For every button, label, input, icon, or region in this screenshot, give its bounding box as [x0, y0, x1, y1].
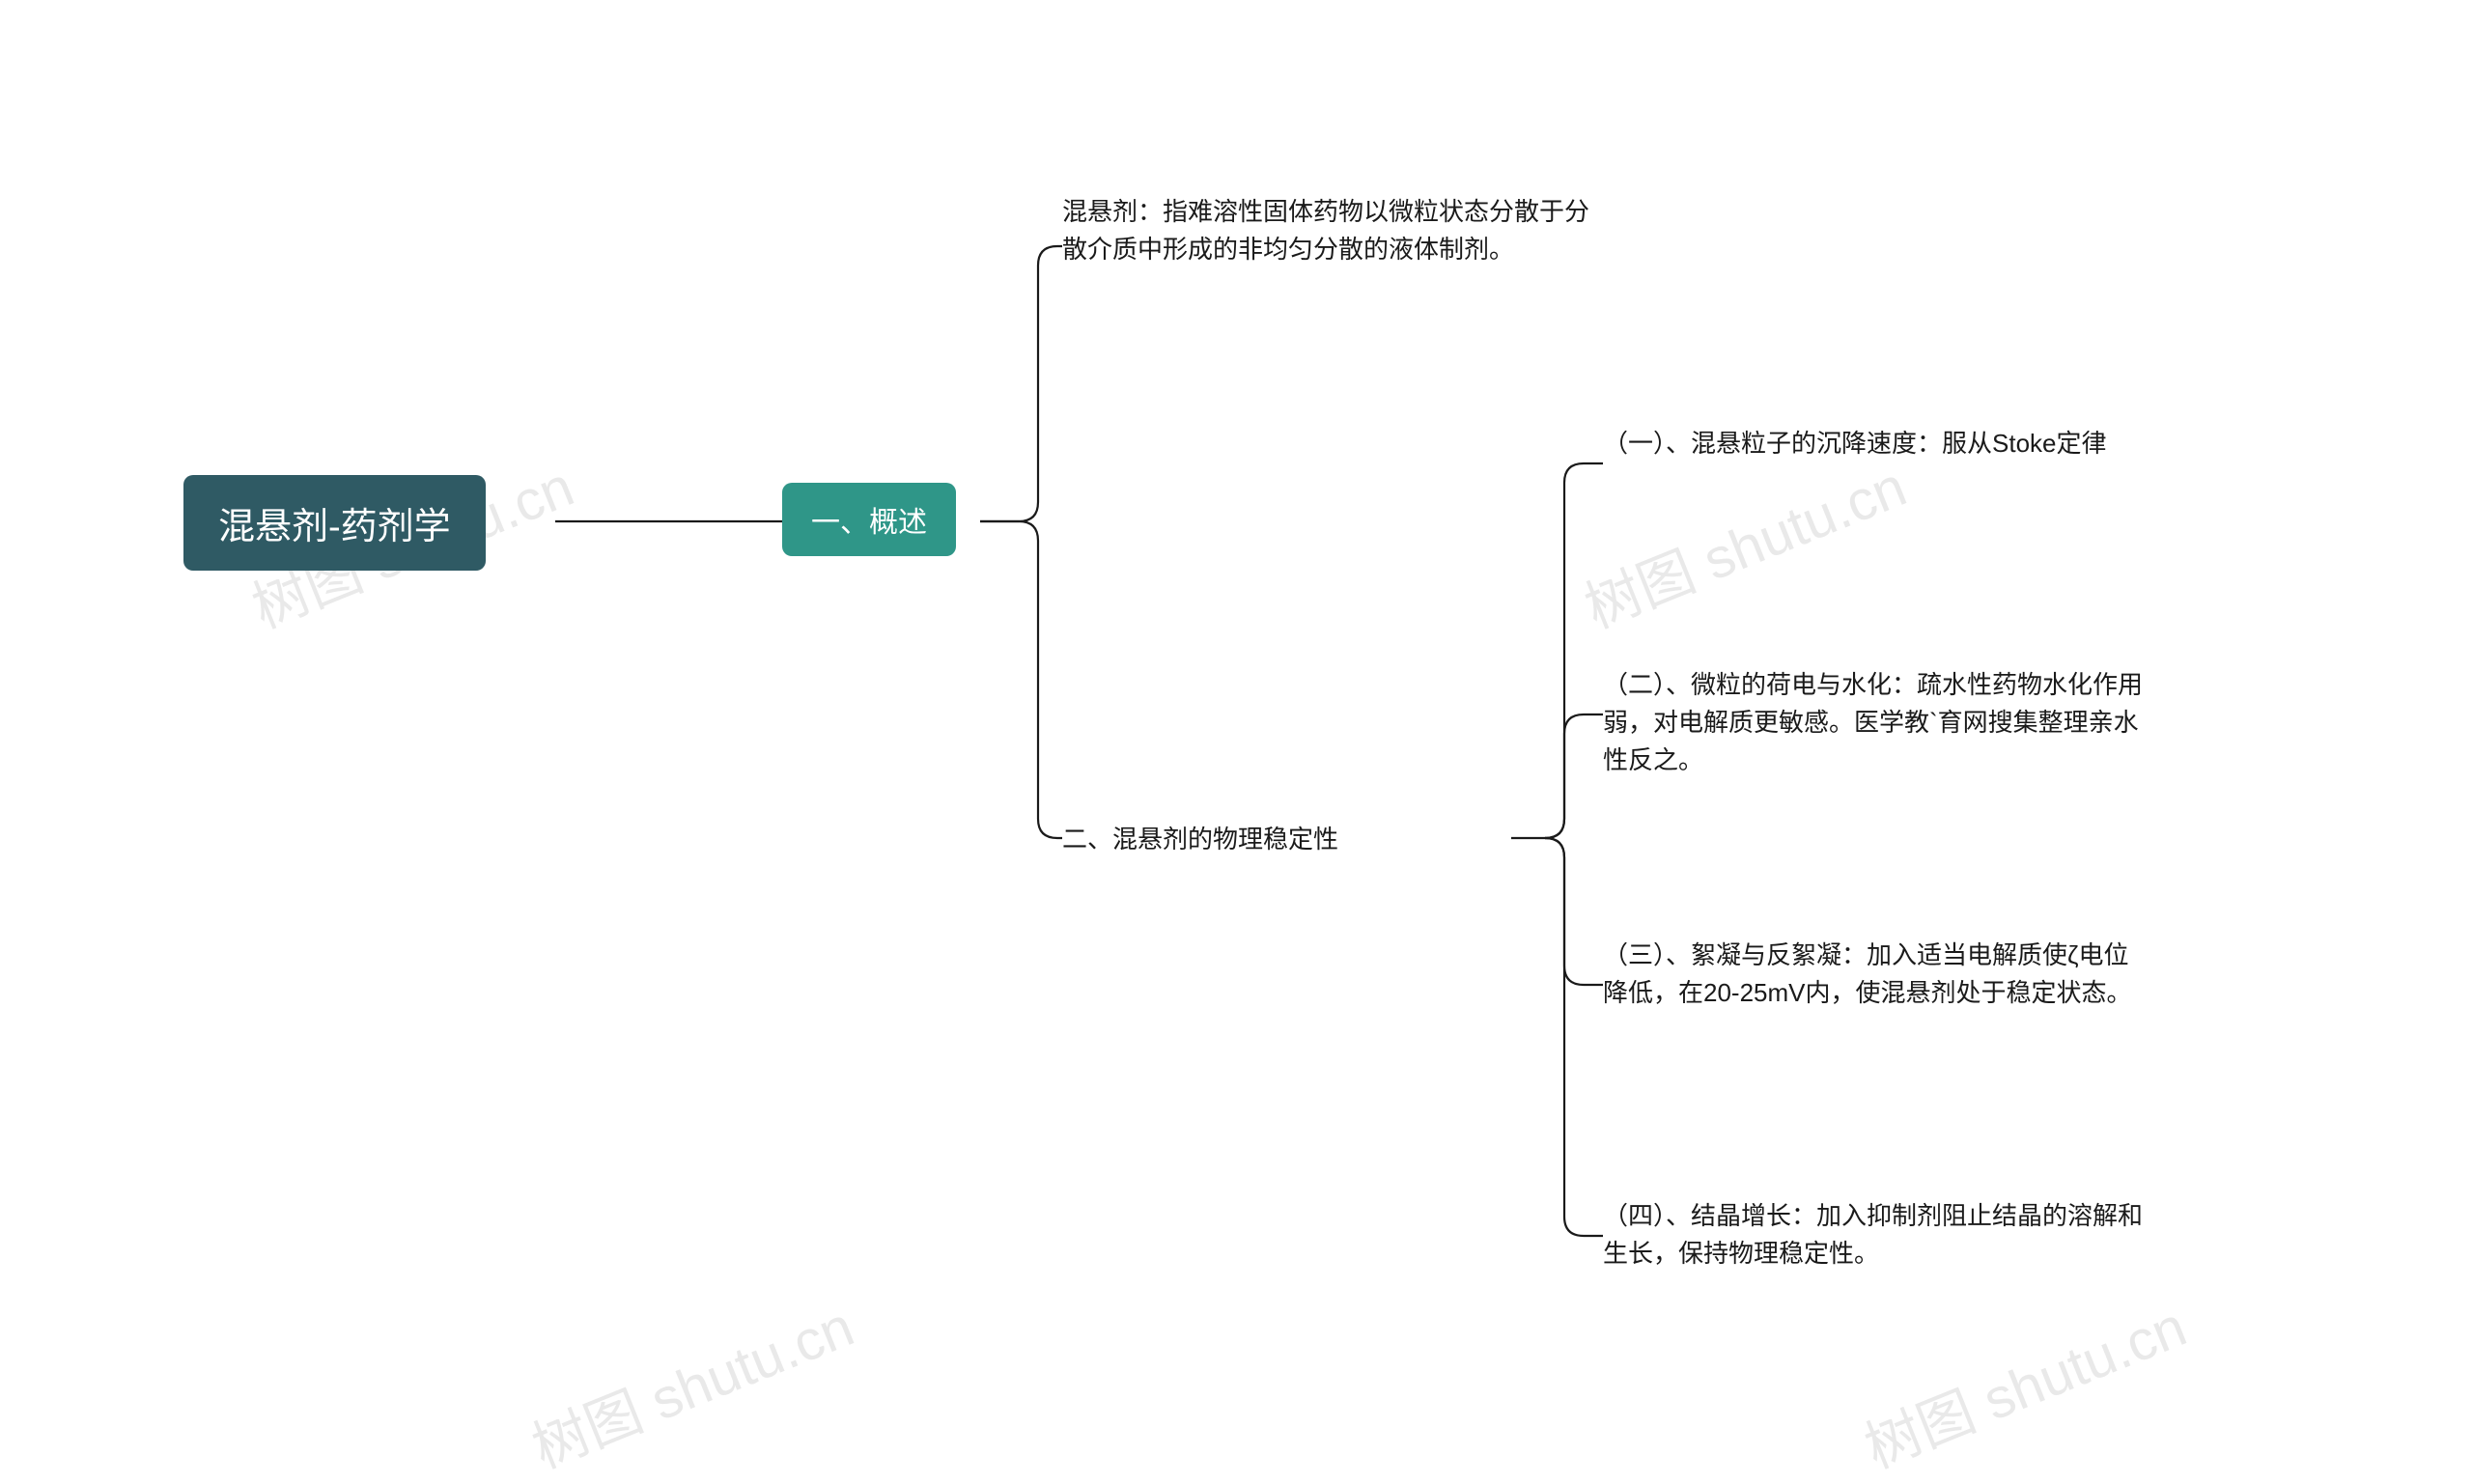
branch-node-overview[interactable]: 一、概述: [782, 483, 956, 556]
leaf-intro[interactable]: 混悬剂：指难溶性固体药物以微粒状态分散于分散介质中形成的非均匀分散的液体制剂。: [1062, 193, 1603, 268]
leaf-sub1[interactable]: （一）、混悬粒子的沉降速度：服从Stoke定律: [1603, 425, 2107, 462]
leaf-text: 混悬剂：指难溶性固体药物以微粒状态分散于分散介质中形成的非均匀分散的液体制剂。: [1062, 193, 1603, 268]
leaf-text: （二）、微粒的荷电与水化：疏水性药物水化作用弱，对电解质更敏感。医学教`育网搜集…: [1603, 666, 2144, 779]
leaf-text: 二、混悬剂的物理稳定性: [1062, 821, 1338, 858]
mindmap-canvas: 树图 shutu.cn 树图 shutu.cn 树图 shutu.cn 树图 s…: [0, 0, 2472, 1401]
leaf-sub2[interactable]: （二）、微粒的荷电与水化：疏水性药物水化作用弱，对电解质更敏感。医学教`育网搜集…: [1603, 666, 2144, 779]
watermark: 树图 shutu.cn: [1571, 441, 1916, 644]
leaf-section2-title[interactable]: 二、混悬剂的物理稳定性: [1062, 821, 1338, 858]
watermark: 树图 shutu.cn: [519, 1281, 863, 1484]
leaf-sub4[interactable]: （四）、结晶增长：加入抑制剂阻止结晶的溶解和生长，保持物理稳定性。: [1603, 1197, 2144, 1273]
watermark: 树图 shutu.cn: [1851, 1281, 2196, 1484]
root-label: 混悬剂-药剂学: [218, 496, 451, 549]
leaf-text: （三）、絮凝与反絮凝：加入适当电解质使ζ电位降低，在20-25mV内，使混悬剂处…: [1603, 937, 2144, 1012]
leaf-text: （一）、混悬粒子的沉降速度：服从Stoke定律: [1603, 425, 2107, 462]
leaf-sub3[interactable]: （三）、絮凝与反絮凝：加入适当电解质使ζ电位降低，在20-25mV内，使混悬剂处…: [1603, 937, 2144, 1012]
root-node[interactable]: 混悬剂-药剂学: [183, 475, 486, 571]
branch-label: 一、概述: [811, 498, 927, 541]
leaf-text: （四）、结晶增长：加入抑制剂阻止结晶的溶解和生长，保持物理稳定性。: [1603, 1197, 2144, 1273]
